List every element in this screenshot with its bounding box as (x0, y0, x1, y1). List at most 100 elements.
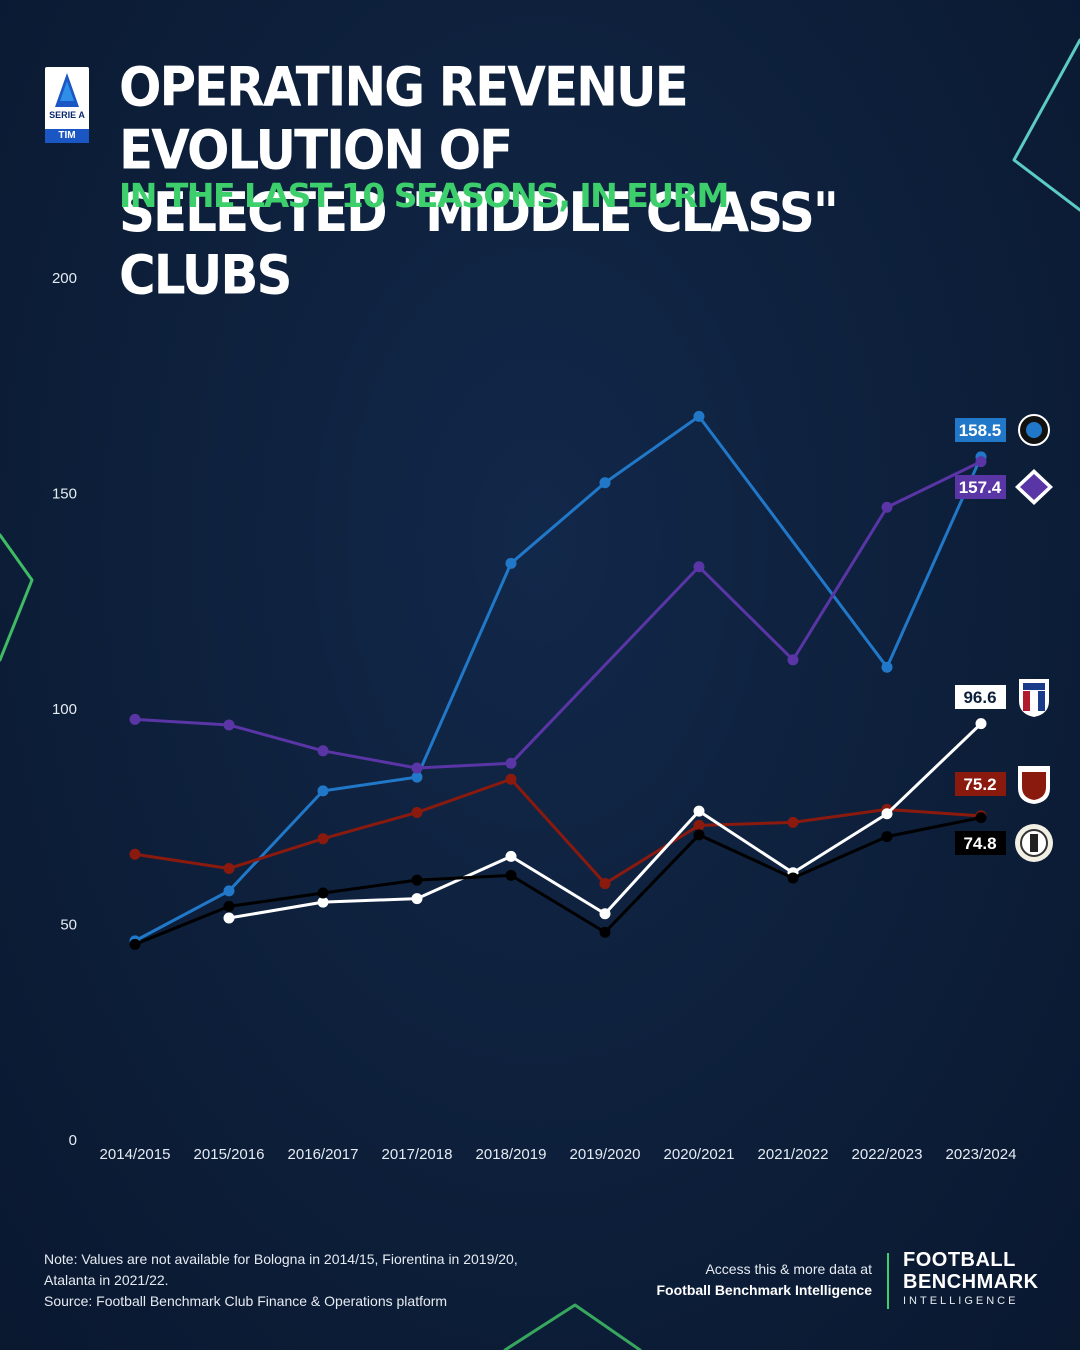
data-point-torino (129, 848, 141, 860)
data-point-fiorentina (787, 654, 799, 666)
end-label-layer: 158.5 157.4 75.2 96.6 74.8 (955, 414, 1053, 862)
end-label-bologna: 96.6 (955, 679, 1049, 717)
brand-line-2: BENCHMARK (903, 1271, 1039, 1293)
end-label-box (955, 475, 1006, 499)
footer-access: Access this & more data at Football Benc… (657, 1259, 873, 1301)
access-link[interactable]: Football Benchmark Intelligence (656, 1282, 873, 1298)
data-point-fiorentina (881, 501, 893, 513)
end-label-fiorentina: 157.4 (955, 469, 1053, 505)
series-line-torino (134, 777, 982, 886)
end-label-box (955, 418, 1006, 442)
x-tick-label: 2023/2024 (946, 1146, 1017, 1163)
data-point-atalanta (693, 410, 705, 422)
data-point-atalanta (317, 785, 329, 797)
data-point-bologna (599, 908, 611, 920)
data-point-bologna (693, 805, 705, 817)
data-point-udinese (975, 812, 987, 824)
x-tick-label: 2020/2021 (664, 1146, 735, 1163)
page-title: OPERATING REVENUE EVOLUTION OF SELECTED … (119, 56, 839, 307)
x-tick-label: 2017/2018 (382, 1146, 453, 1163)
data-point-torino (787, 816, 799, 828)
data-point-bologna (881, 808, 893, 820)
data-point-fiorentina (505, 757, 517, 769)
x-tick-label: 2019/2020 (570, 1146, 641, 1163)
note-line-1: Note: Values are not available for Bolog… (44, 1251, 518, 1267)
brand-line-3: INTELLIGENCE (903, 1295, 1019, 1307)
y-tick-label: 150 (52, 486, 77, 503)
series-layer (129, 410, 987, 950)
data-point-udinese (505, 869, 517, 881)
end-label-value: 74.8 (963, 834, 996, 853)
data-point-fiorentina (129, 713, 141, 725)
end-label-atalanta: 158.5 (955, 414, 1050, 446)
atalanta-crest-icon (1018, 414, 1050, 446)
series-line-fiorentina (134, 460, 982, 770)
data-point-udinese (223, 900, 235, 912)
x-tick-label: 2016/2017 (288, 1146, 359, 1163)
data-point-atalanta (599, 477, 611, 489)
end-label-box (955, 685, 1006, 709)
data-point-fiorentina (975, 456, 987, 468)
x-tick-label: 2018/2019 (476, 1146, 547, 1163)
series-line-atalanta (134, 414, 983, 943)
data-point-udinese (599, 926, 611, 938)
end-label-value: 158.5 (959, 421, 1002, 440)
data-point-udinese (411, 874, 423, 886)
logo-label: SERIE A (49, 110, 85, 120)
data-point-bologna (411, 893, 423, 905)
data-point-fiorentina (223, 719, 235, 731)
series-atalanta (129, 410, 987, 947)
data-point-udinese (787, 872, 799, 884)
fiorentina-crest-icon (1015, 469, 1053, 505)
x-tick-label: 2021/2022 (758, 1146, 829, 1163)
footer-note: Note: Values are not available for Bolog… (44, 1249, 564, 1312)
data-point-torino (693, 819, 705, 831)
udinese-crest-icon (1015, 824, 1053, 862)
x-tick-label: 2022/2023 (852, 1146, 923, 1163)
brand-line-1: FOOTBALL (903, 1249, 1016, 1271)
x-tick-label: 2014/2015 (100, 1146, 171, 1163)
data-point-atalanta (881, 661, 893, 673)
series-fiorentina (129, 456, 987, 774)
data-point-torino (599, 878, 611, 890)
note-line-2: Atalanta in 2021/22. (44, 1272, 169, 1288)
decorative-neon-lines (0, 38, 1080, 1350)
access-line-1: Access this & more data at (705, 1261, 872, 1277)
page-subtitle: IN THE LAST 10 SEASONS, IN EURM (119, 176, 729, 215)
x-tick-label: 2015/2016 (194, 1146, 265, 1163)
data-point-torino (411, 806, 423, 818)
data-point-atalanta (505, 557, 517, 569)
bologna-crest-icon (1019, 679, 1049, 717)
data-point-atalanta (223, 885, 235, 897)
data-point-atalanta (411, 771, 423, 783)
serie-a-logo: SERIE A TIM (45, 67, 89, 143)
y-tick-label: 200 (52, 270, 77, 287)
end-label-udinese: 74.8 (955, 824, 1053, 862)
data-point-torino (223, 862, 235, 874)
serie-a-crest-icon (55, 73, 79, 107)
data-point-bologna (505, 850, 517, 862)
data-point-udinese (129, 938, 141, 950)
source-line: Source: Football Benchmark Club Finance … (44, 1293, 448, 1309)
x-axis: 2014/2015 2015/2016 2016/2017 2017/2018 2018… (100, 1146, 1017, 1163)
end-label-box (955, 831, 1006, 855)
data-point-udinese (693, 829, 705, 841)
footer-divider (887, 1253, 889, 1309)
data-point-udinese (881, 831, 893, 843)
y-tick-label: 0 (69, 1132, 77, 1149)
data-point-bologna (975, 718, 987, 730)
data-point-torino (505, 773, 517, 785)
data-point-torino (317, 833, 329, 845)
end-label-value: 157.4 (959, 478, 1002, 497)
series-line-udinese (134, 816, 982, 946)
torino-crest-icon (1018, 766, 1050, 804)
data-point-fiorentina (411, 762, 423, 774)
data-point-bologna (317, 896, 329, 908)
y-tick-label: 100 (52, 701, 77, 718)
data-point-fiorentina (317, 745, 329, 757)
end-label-value: 75.2 (963, 775, 996, 794)
brand-logo: FOOTBALL BENCHMARK INTELLIGENCE (903, 1249, 1039, 1307)
end-label-torino: 75.2 (955, 766, 1050, 804)
end-label-value: 96.6 (963, 688, 996, 707)
